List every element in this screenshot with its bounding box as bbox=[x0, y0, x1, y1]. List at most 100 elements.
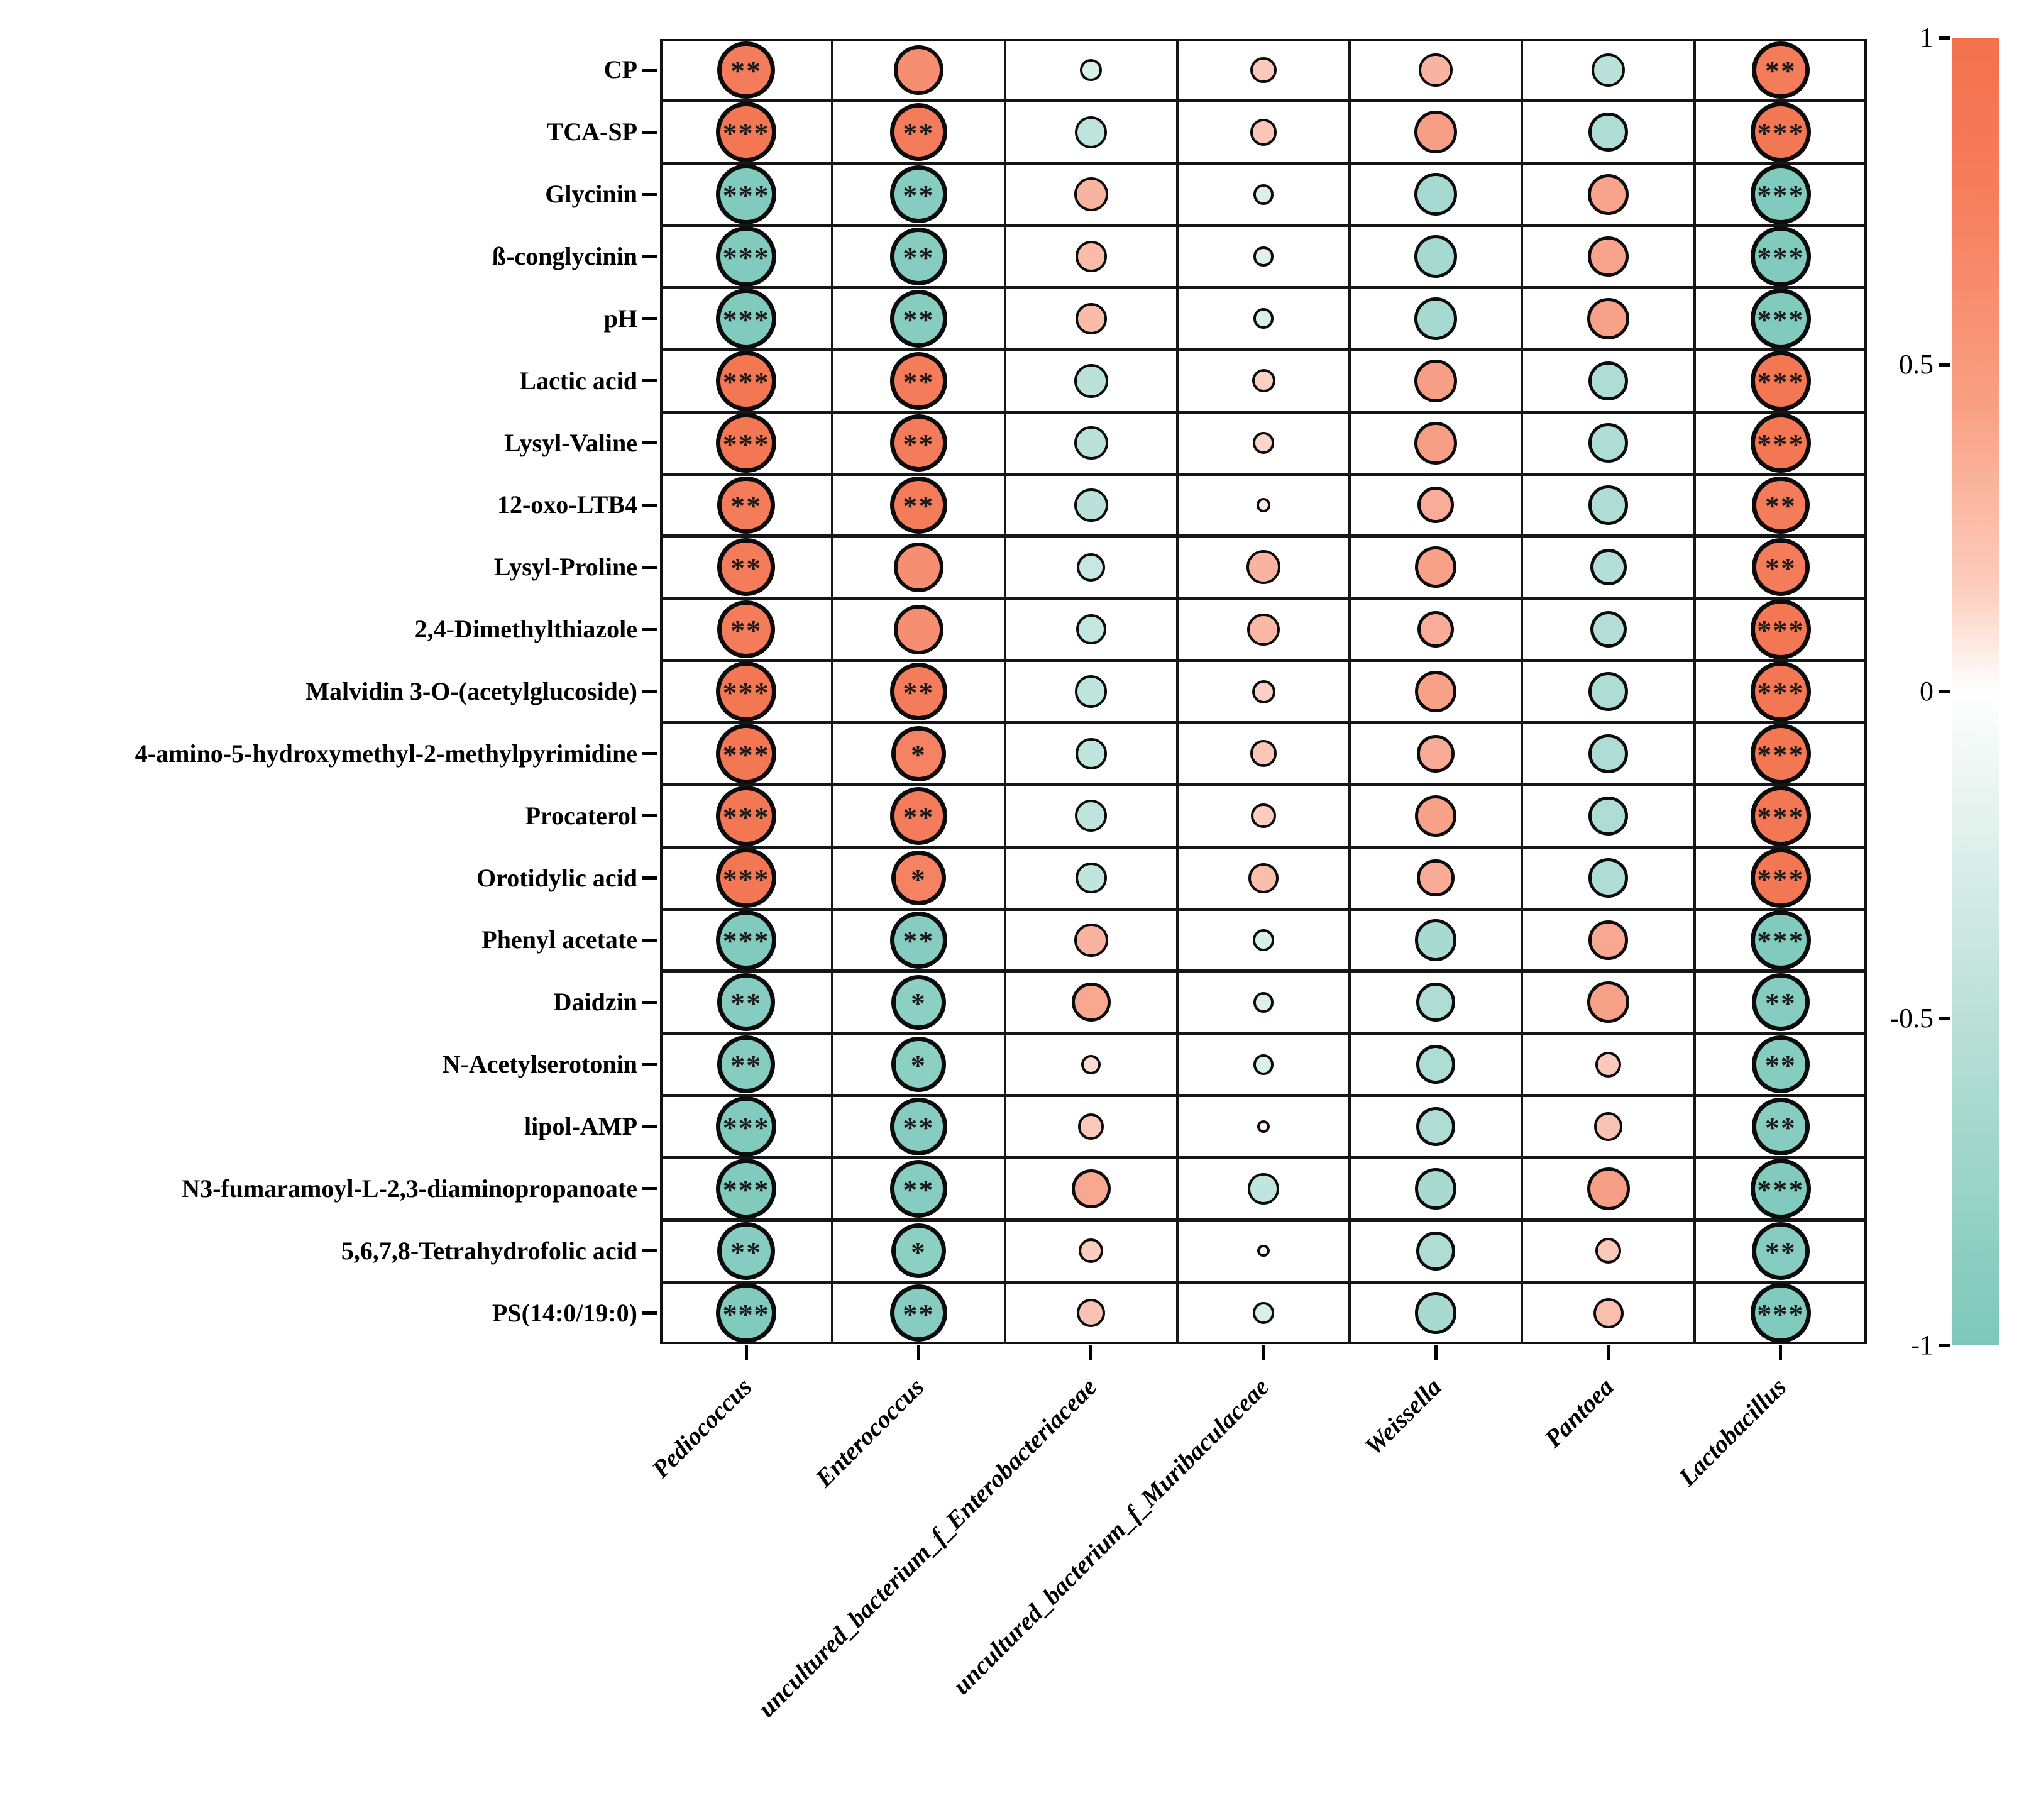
correlation-bubble bbox=[1074, 363, 1108, 398]
grid-line-horizontal bbox=[660, 1280, 1867, 1284]
significance-stars: * bbox=[910, 738, 927, 771]
correlation-bubble bbox=[1076, 614, 1106, 645]
correlation-bubble bbox=[1253, 246, 1274, 267]
significance-stars: ** bbox=[903, 241, 935, 273]
significance-stars: *** bbox=[722, 1111, 770, 1144]
row-label: Daidzin bbox=[553, 988, 637, 1017]
row-tick bbox=[642, 503, 657, 507]
row-tick bbox=[642, 255, 657, 258]
correlation-bubble bbox=[1075, 800, 1108, 832]
row-label: Malvidin 3-O-(acetylglucoside) bbox=[305, 677, 637, 705]
grid-line-horizontal bbox=[660, 285, 1867, 289]
column-label: Lactobacillus bbox=[1673, 1372, 1791, 1492]
correlation-bubble: *** bbox=[1750, 1158, 1811, 1219]
correlation-bubble: *** bbox=[1750, 723, 1811, 784]
row-tick bbox=[642, 690, 657, 693]
row-tick bbox=[642, 317, 657, 321]
correlation-bubble bbox=[1415, 670, 1457, 713]
correlation-bubble: *** bbox=[716, 288, 777, 349]
correlation-bubble bbox=[1250, 57, 1277, 84]
correlation-bubble: *** bbox=[1750, 288, 1811, 349]
row-label: Procaterol bbox=[525, 801, 637, 830]
grid-line-horizontal bbox=[660, 348, 1867, 351]
correlation-bubble bbox=[1250, 740, 1277, 768]
row-tick bbox=[642, 627, 657, 631]
significance-stars: *** bbox=[1757, 1173, 1805, 1206]
significance-stars: *** bbox=[722, 179, 770, 211]
significance-stars: ** bbox=[1764, 1235, 1796, 1268]
correlation-bubble: ** bbox=[889, 290, 948, 348]
correlation-bubble: *** bbox=[1750, 599, 1811, 660]
row-tick bbox=[642, 752, 657, 756]
grid-line-horizontal bbox=[660, 224, 1867, 228]
correlation-bubble: * bbox=[891, 1223, 947, 1279]
row-label: 2,4-Dimethylthiazole bbox=[414, 615, 637, 644]
column-tick bbox=[1262, 1345, 1265, 1360]
correlation-bubble bbox=[1588, 920, 1628, 960]
correlation-bubble bbox=[1419, 53, 1453, 87]
correlation-bubble bbox=[1417, 611, 1455, 648]
significance-stars: ** bbox=[903, 490, 935, 522]
significance-stars: * bbox=[910, 863, 927, 895]
significance-stars: *** bbox=[1757, 303, 1805, 336]
significance-stars: *** bbox=[1757, 365, 1805, 398]
correlation-bubble bbox=[1590, 611, 1627, 648]
correlation-bubble bbox=[1075, 675, 1108, 708]
colorbar-tick-label: -0.5 bbox=[1890, 1003, 1934, 1034]
correlation-bubble: *** bbox=[716, 1158, 777, 1219]
significance-stars: ** bbox=[903, 800, 935, 833]
correlation-bubble: ** bbox=[1752, 538, 1810, 597]
colorbar-tick bbox=[1939, 36, 1950, 40]
correlation-bubble bbox=[1415, 546, 1457, 588]
grid-line-horizontal bbox=[660, 162, 1867, 165]
correlation-bubble: * bbox=[891, 850, 947, 906]
correlation-bubble bbox=[1253, 1054, 1274, 1075]
row-label: CP bbox=[603, 55, 637, 84]
correlation-bubble bbox=[1593, 1112, 1623, 1141]
correlation-bubble bbox=[1588, 485, 1628, 525]
correlation-bubble bbox=[1253, 184, 1274, 205]
significance-stars: * bbox=[910, 1049, 927, 1081]
row-tick bbox=[642, 1000, 657, 1004]
correlation-bubble bbox=[1588, 361, 1628, 400]
grid-line-vertical bbox=[1693, 39, 1696, 1344]
correlation-bubble: ** bbox=[1752, 973, 1810, 1032]
correlation-bubble: ** bbox=[717, 1035, 775, 1093]
significance-stars: ** bbox=[1764, 552, 1796, 585]
correlation-bubble bbox=[1257, 1120, 1270, 1133]
correlation-bubble bbox=[893, 604, 943, 654]
significance-stars: *** bbox=[1757, 614, 1805, 646]
column-label: Pediococcus bbox=[646, 1372, 757, 1484]
correlation-bubble bbox=[1417, 487, 1455, 524]
significance-stars: ** bbox=[730, 1049, 762, 1081]
significance-stars: ** bbox=[1764, 55, 1796, 87]
correlation-bubble: * bbox=[891, 974, 947, 1030]
colorbar-tick bbox=[1939, 1017, 1950, 1020]
grid-line-horizontal bbox=[660, 1218, 1867, 1222]
colorbar-tick bbox=[1939, 690, 1950, 693]
significance-stars: ** bbox=[730, 1235, 762, 1268]
correlation-bubble bbox=[1248, 863, 1279, 893]
correlation-bubble bbox=[1416, 1045, 1456, 1084]
correlation-bubble bbox=[1588, 236, 1629, 277]
column-label: Pantoea bbox=[1539, 1372, 1619, 1453]
correlation-bubble: ** bbox=[889, 165, 948, 223]
significance-stars: ** bbox=[903, 117, 935, 150]
row-tick bbox=[642, 1311, 657, 1315]
correlation-bubble: ** bbox=[1752, 1098, 1810, 1155]
correlation-bubble bbox=[1077, 553, 1106, 582]
correlation-bubble bbox=[1416, 983, 1456, 1022]
correlation-bubble: ** bbox=[889, 414, 948, 472]
correlation-bubble: ** bbox=[717, 538, 775, 597]
column-label: uncultured_bacterium_f_Enterobacteriacea… bbox=[752, 1372, 1102, 1723]
row-tick bbox=[642, 192, 657, 196]
correlation-bubble: ** bbox=[717, 1222, 775, 1280]
correlation-bubble: ** bbox=[717, 476, 775, 534]
correlation-bubble: ** bbox=[1752, 1222, 1810, 1280]
correlation-bubble bbox=[1074, 426, 1108, 460]
grid-line-vertical bbox=[1003, 39, 1006, 1344]
colorbar-tick bbox=[1939, 1343, 1950, 1347]
significance-stars: *** bbox=[1757, 738, 1805, 771]
grid-line-horizontal bbox=[660, 969, 1867, 973]
